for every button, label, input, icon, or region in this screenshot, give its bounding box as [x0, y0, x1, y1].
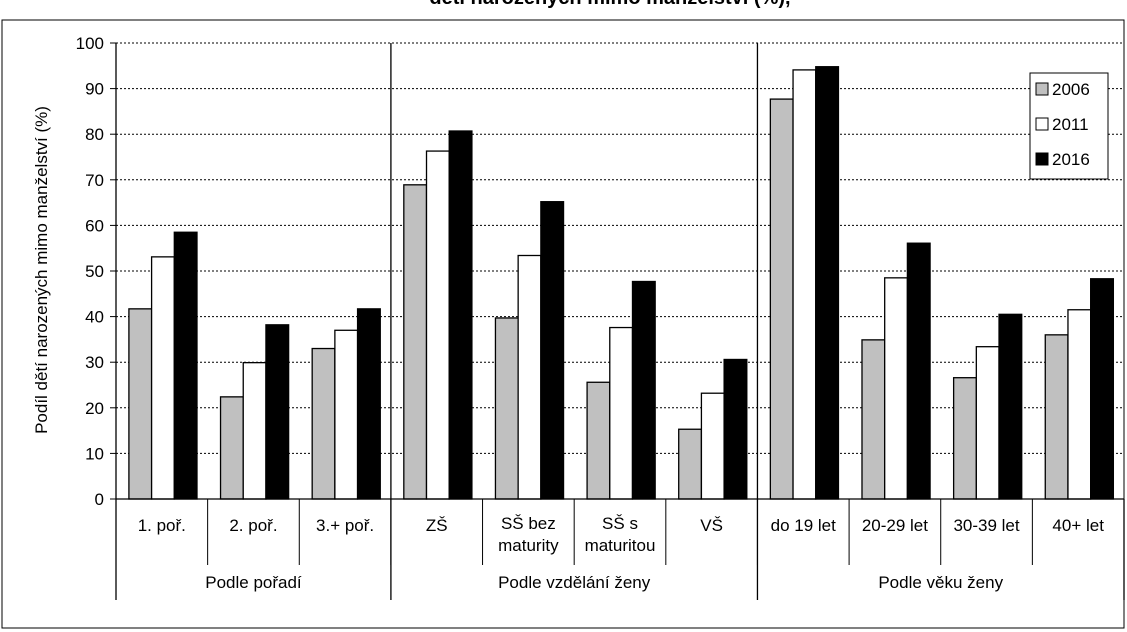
category-label: do 19 let	[771, 516, 836, 535]
bar	[792, 69, 817, 500]
category-label: ZŠ	[426, 516, 448, 535]
chart-frame	[1, 19, 1125, 629]
legend: 2006 2011 2016	[1029, 72, 1109, 180]
y-tick-label: 30	[85, 353, 104, 372]
bar	[494, 317, 519, 500]
bar	[128, 308, 153, 500]
bar	[173, 231, 198, 500]
category-label: 40+ let	[1052, 516, 1104, 535]
legend-label: 2006	[1052, 80, 1090, 99]
bar	[586, 381, 611, 500]
y-tick-label: 80	[85, 125, 104, 144]
category-label: SŠ bez maturity	[498, 514, 559, 555]
category-label: SŠ s maturitou	[585, 514, 656, 555]
bar	[150, 256, 175, 500]
category-label: VŠ	[700, 516, 723, 535]
group-label: Podle pořadí	[205, 573, 302, 592]
legend-label: 2011	[1052, 115, 1089, 134]
bar	[952, 377, 977, 500]
bar	[334, 329, 359, 500]
bar	[403, 184, 428, 500]
y-tick-label: 60	[85, 216, 104, 235]
category-label: 3.+ poř.	[316, 516, 374, 535]
y-tick-label: 50	[85, 262, 104, 281]
legend-swatch	[1035, 117, 1049, 131]
y-tick-label: 10	[85, 444, 104, 463]
bar	[1067, 309, 1092, 500]
chart-title-partial: dětí narozených mimo manželství (%),	[429, 0, 790, 9]
category-label: 2. poř.	[229, 516, 277, 535]
y-tick-label: 90	[85, 80, 104, 99]
bar	[631, 280, 656, 500]
category-label: 1. poř.	[138, 516, 186, 535]
bars	[128, 66, 1115, 500]
y-tick-label: 20	[85, 399, 104, 418]
bar	[769, 98, 794, 500]
legend-label: 2016	[1052, 150, 1090, 169]
group-label: Podle vzdělání ženy	[498, 573, 651, 592]
bar	[356, 308, 381, 500]
category-label: 30-39 let	[953, 516, 1019, 535]
category-label: 20-29 let	[862, 516, 928, 535]
bar	[219, 396, 244, 500]
y-axis-label: Podíl dětí narozených mimo manželství (%…	[32, 106, 51, 434]
y-tick-label: 0	[95, 490, 104, 509]
bar	[1044, 334, 1069, 500]
bar	[884, 277, 909, 500]
bar	[265, 324, 290, 500]
bar	[425, 150, 450, 500]
bar	[517, 254, 542, 500]
bar	[540, 201, 565, 500]
y-tick-label: 40	[85, 308, 104, 327]
bar	[1090, 278, 1115, 500]
bar	[975, 346, 1000, 500]
bar	[448, 130, 473, 500]
bar	[906, 242, 931, 500]
y-tick-label: 100	[76, 34, 104, 53]
bar	[861, 339, 886, 500]
bar	[723, 358, 748, 500]
bar	[242, 362, 267, 500]
y-tick-label: 70	[85, 171, 104, 190]
bar	[678, 428, 703, 500]
bar	[700, 392, 725, 500]
legend-swatch	[1035, 82, 1049, 96]
legend-swatch	[1035, 152, 1049, 166]
y-axis-ticks: 0 10 20 30 40 50 60 70 80 90 100	[76, 34, 116, 509]
group-label: Podle věku ženy	[878, 573, 1003, 592]
bar	[311, 347, 336, 500]
x-axis: 1. poř. 2. poř. 3.+ poř. ZŠ SŠ bez maturity SŠ…	[115, 43, 1125, 600]
bar	[998, 313, 1023, 500]
bar	[609, 326, 634, 500]
bar	[815, 66, 840, 500]
